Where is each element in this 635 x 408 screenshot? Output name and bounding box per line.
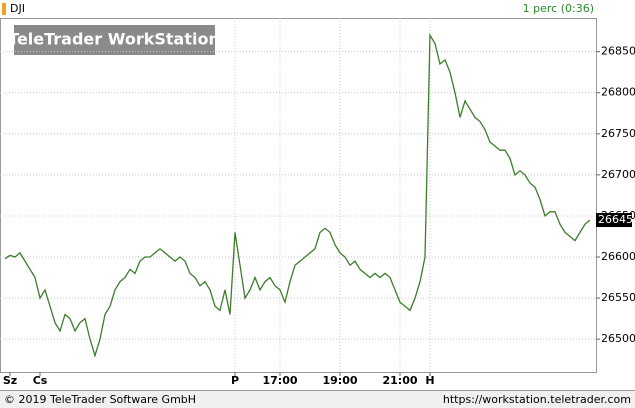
plot-frame	[0, 18, 597, 373]
y-tick-label: 26550	[601, 291, 635, 304]
x-tick-label: P	[231, 374, 239, 387]
x-tick-label: 21:00	[382, 374, 417, 387]
price-line	[4, 32, 591, 358]
y-tick-label: 26750	[601, 127, 635, 140]
y-tick-label: 26600	[601, 250, 635, 263]
x-tick-label: 19:00	[322, 374, 357, 387]
logo-box	[14, 25, 215, 55]
chart-subtitle: 1 perc (0:36)	[523, 2, 594, 15]
x-tick-label: Cs	[33, 374, 48, 387]
symbol-marker	[2, 3, 6, 15]
footer-left: © 2019 TeleTrader Software GmbH	[4, 393, 196, 406]
y-tick-label: 26850	[601, 45, 635, 58]
last-price-box	[596, 213, 632, 228]
x-tick-label: 17:00	[262, 374, 297, 387]
last-price-label: 26645	[598, 213, 633, 226]
footer-bar	[0, 391, 635, 408]
x-tick-label: Sz	[3, 374, 17, 387]
y-tick-label: 26800	[601, 86, 635, 99]
footer-right: https://workstation.teletrader.com	[443, 393, 631, 406]
x-tick-label: H	[425, 374, 434, 387]
y-tick-label: 26700	[601, 168, 635, 181]
y-tick-label: 26500	[601, 332, 635, 345]
logo: TeleTrader WorkStation	[8, 30, 220, 49]
chart-title: DJI	[10, 2, 25, 15]
